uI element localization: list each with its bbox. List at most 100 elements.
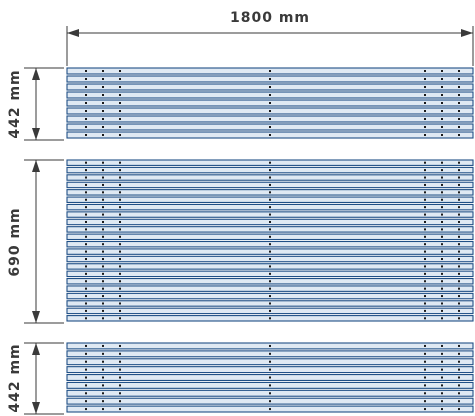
fastener-dot <box>269 295 271 298</box>
fastener-dot <box>424 126 426 128</box>
fastener-dot <box>119 213 121 216</box>
section-3-height-dimension: 442 mm <box>7 342 64 415</box>
fastener-dot <box>119 265 121 268</box>
fastener-dot <box>441 368 443 371</box>
fastener-dot <box>441 295 443 298</box>
fastener-dot <box>269 213 271 216</box>
fastener-dot <box>441 302 443 305</box>
fastener-dot <box>102 408 104 411</box>
fastener-dot <box>441 258 443 261</box>
fastener-dot <box>458 295 460 298</box>
fastener-dot <box>441 198 443 201</box>
fastener-dot <box>441 352 443 355</box>
fastener-dot <box>458 110 460 112</box>
fastener-dot <box>269 169 271 172</box>
fastener-dot <box>458 220 460 223</box>
fastener-dot <box>119 169 121 172</box>
section-2-height-dimension: 690 mm <box>7 159 64 324</box>
fastener-dot <box>119 161 121 164</box>
fastener-dot <box>424 265 426 268</box>
fastener-dot <box>458 280 460 283</box>
fastener-dot <box>269 392 271 395</box>
fastener-dot <box>269 198 271 201</box>
fastener-dot <box>424 280 426 283</box>
fastener-dot <box>441 118 443 120</box>
fastener-dot <box>85 161 87 164</box>
fastener-dot <box>85 78 87 80</box>
fastener-dot <box>269 220 271 223</box>
fastener-dot <box>102 280 104 283</box>
fastener-dot <box>424 110 426 112</box>
fastener-dot <box>269 86 271 88</box>
fastener-dot <box>424 392 426 395</box>
fastener-dot <box>102 265 104 268</box>
fastener-dot <box>441 183 443 186</box>
fastener-dot <box>269 110 271 112</box>
fastener-dot <box>458 235 460 238</box>
fastener-dot <box>102 272 104 275</box>
fastener-dot <box>269 161 271 164</box>
fastener-dot <box>458 250 460 253</box>
fastener-dot <box>85 272 87 275</box>
fastener-dot <box>85 213 87 216</box>
fastener-dot <box>269 191 271 194</box>
fastener-dot <box>269 134 271 136</box>
fastener-dot <box>424 250 426 253</box>
fastener-dot <box>269 126 271 128</box>
fastener-dot <box>458 191 460 194</box>
fastener-dot <box>85 206 87 209</box>
fastener-dot <box>424 408 426 411</box>
fastener-dot <box>424 287 426 290</box>
fastener-dot <box>441 191 443 194</box>
fastener-dot <box>85 250 87 253</box>
fastener-dot <box>85 86 87 88</box>
fastener-dot <box>424 258 426 261</box>
fastener-dot <box>102 110 104 112</box>
fastener-dot <box>85 134 87 136</box>
fastener-dot <box>458 243 460 246</box>
fastener-dot <box>458 70 460 72</box>
fastener-dot <box>269 400 271 403</box>
fastener-dot <box>102 78 104 80</box>
fastener-dot <box>269 360 271 363</box>
fastener-dot <box>85 265 87 268</box>
fastener-dot <box>424 206 426 209</box>
fastener-dot <box>441 250 443 253</box>
fastener-dot <box>424 118 426 120</box>
fastener-dot <box>424 317 426 320</box>
fastener-dot <box>458 126 460 128</box>
fastener-dot <box>424 228 426 231</box>
fastener-dot <box>269 317 271 320</box>
fastener-dot <box>85 352 87 355</box>
fastener-dot <box>424 94 426 96</box>
fastener-dot <box>102 102 104 104</box>
fastener-dot <box>85 408 87 411</box>
fastener-dot <box>102 198 104 201</box>
fastener-dot <box>441 161 443 164</box>
fastener-dot <box>85 368 87 371</box>
fastener-dot <box>424 169 426 172</box>
fastener-dot <box>458 213 460 216</box>
fastener-dot <box>269 272 271 275</box>
fastener-dot <box>458 272 460 275</box>
fastener-dot <box>424 295 426 298</box>
fastener-dot <box>458 169 460 172</box>
fastener-dot <box>441 228 443 231</box>
fastener-dot <box>458 183 460 186</box>
fastener-dot <box>458 134 460 136</box>
fastener-dot <box>119 352 121 355</box>
fastener-dot <box>458 392 460 395</box>
fastener-dot <box>269 243 271 246</box>
fastener-dot <box>102 126 104 128</box>
fastener-dot <box>269 408 271 411</box>
fastener-dot <box>458 368 460 371</box>
fastener-dot <box>102 118 104 120</box>
fastener-dot <box>269 206 271 209</box>
fastener-dot <box>102 228 104 231</box>
fastener-dot <box>85 191 87 194</box>
section-3-slats <box>66 342 474 413</box>
section-3-height-label: 442 mm <box>7 343 23 412</box>
fastener-dot <box>85 94 87 96</box>
fastener-dot <box>85 360 87 363</box>
fastener-dot <box>269 368 271 371</box>
